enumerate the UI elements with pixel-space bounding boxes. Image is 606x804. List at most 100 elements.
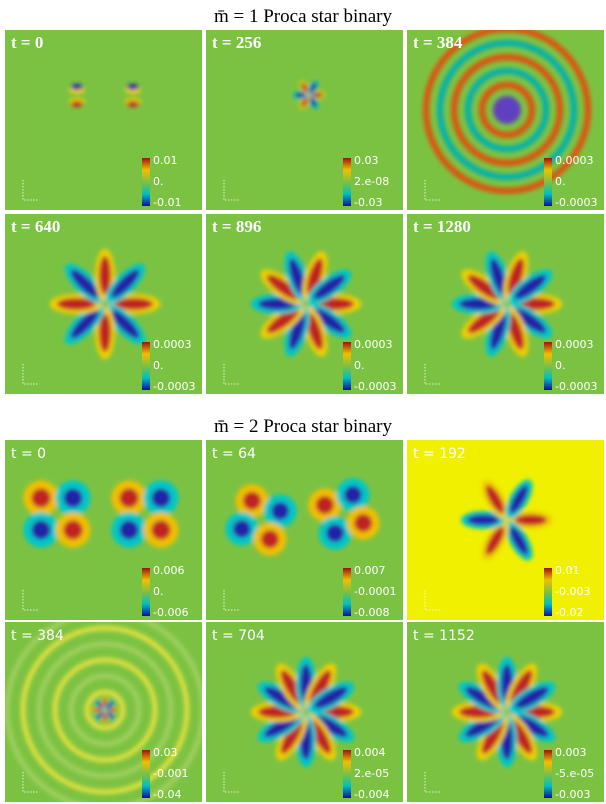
colorbar-label: 0.007 <box>354 564 386 577</box>
lobe <box>63 488 82 507</box>
colorbar-label: -0.001 <box>153 767 188 780</box>
colorbar-label: 0. <box>153 359 164 372</box>
page: {"sections": [ {"title": "m̄ = 1 Proca s… <box>0 0 606 804</box>
lobe <box>127 84 139 90</box>
lobe <box>119 488 138 507</box>
lobe <box>354 514 372 532</box>
colorbar <box>544 342 552 390</box>
colorbar-label: -0.008 <box>354 606 389 619</box>
background <box>206 214 403 394</box>
field-image: t = 384 0.03 -0.001 -0.04 <box>5 622 202 802</box>
colorbar-label: -0.0003 <box>354 380 396 393</box>
lobe <box>127 101 139 107</box>
field-image: t = 192 0.01 -0.003 -0.02 <box>407 440 604 620</box>
colorbar-label: -0.003 <box>555 585 590 598</box>
colorbar-label: -0.01 <box>153 196 181 209</box>
field-image: t = 2560.032.e-08-0.03 <box>206 30 403 210</box>
colorbar-label: 2.e-08 <box>354 175 389 188</box>
lobe <box>243 492 261 510</box>
colorbar-label: 0.03 <box>153 746 178 759</box>
field-image: t = 00.0060.-0.006 <box>5 440 202 620</box>
colorbar <box>343 158 351 206</box>
lobe <box>515 515 547 526</box>
colorbar-label: 0.0003 <box>153 338 192 351</box>
colorbar-label: 0.01 <box>153 154 178 167</box>
colorbar-label: -0.0003 <box>555 380 597 393</box>
colorbar-label: 0.004 <box>354 746 386 759</box>
lobe <box>271 502 289 520</box>
colorbar-label: 2.e-05 <box>354 767 389 780</box>
time-label: t = 704 <box>212 628 265 644</box>
time-label: t = 896 <box>212 217 261 236</box>
colorbar-label: 0. <box>354 359 365 372</box>
colorbar-label: 0. <box>555 175 566 188</box>
panel: t = 1280 0.0003 0. -0.0003 <box>407 214 604 394</box>
colorbar <box>343 342 351 390</box>
lobe <box>151 520 170 539</box>
lobe <box>151 488 170 507</box>
colorbar-label: -0.0003 <box>153 380 195 393</box>
colorbar-label: -5.e-05 <box>555 767 594 780</box>
colorbar-label: -0.003 <box>555 788 590 801</box>
colorbar <box>142 750 150 798</box>
colorbar <box>343 750 351 798</box>
colorbar-label: 0.0003 <box>555 154 594 167</box>
colorbar <box>544 750 552 798</box>
colorbar <box>544 568 552 616</box>
colorbar-label: 0. <box>555 359 566 372</box>
colorbar <box>142 568 150 616</box>
colorbar-label: 0. <box>153 585 164 598</box>
colorbar-label: 0.03 <box>354 154 379 167</box>
colorbar-label: -0.02 <box>555 606 583 619</box>
colorbar-label: -0.0001 <box>354 585 396 598</box>
colorbar-label: -0.004 <box>354 788 389 801</box>
colorbar-label: 0.0003 <box>354 338 393 351</box>
section-title: m̄ = 2 Proca star binary <box>0 416 606 438</box>
time-label: t = 640 <box>11 217 60 236</box>
lobe <box>119 520 138 539</box>
colorbar-label: -0.04 <box>153 788 181 801</box>
lobe <box>71 101 83 107</box>
lobe <box>493 96 521 124</box>
colorbar <box>343 568 351 616</box>
lobe <box>71 84 83 90</box>
colorbar-label: 0.006 <box>153 564 185 577</box>
time-label: t = 384 <box>413 33 463 52</box>
field-image: t = 704 0.004 2.e-05 -0.004 <box>206 622 403 802</box>
lobe <box>344 486 362 504</box>
panel: t = 0 0.01 0. -0.01 <box>5 30 202 210</box>
panel: t = 11520.003-5.e-05-0.003 <box>407 622 604 802</box>
colorbar <box>544 158 552 206</box>
colorbar <box>142 158 150 206</box>
colorbar-label: 0.01 <box>555 564 580 577</box>
time-label: t = 256 <box>212 33 261 52</box>
background <box>5 214 202 394</box>
colorbar-label: 0. <box>153 175 164 188</box>
panel: t = 384 0.03 -0.001 -0.04 <box>5 622 202 802</box>
time-label: t = 1152 <box>413 628 475 644</box>
field-image: t = 64 0.007 -0.0001 -0.008 <box>206 440 403 620</box>
field-image: t = 0 0.01 0. -0.01 <box>5 30 202 210</box>
time-label: t = 192 <box>413 446 466 462</box>
time-label: t = 64 <box>212 446 256 462</box>
time-label: t = 0 <box>11 33 43 52</box>
panel: t = 192 0.01 -0.003 -0.02 <box>407 440 604 620</box>
background <box>407 214 604 394</box>
time-label: t = 1280 <box>413 217 471 236</box>
lobe <box>31 488 50 507</box>
field-image: t = 640 0.0003 0. -0.0003 <box>5 214 202 394</box>
time-label: t = 384 <box>11 628 64 644</box>
panel: t = 64 0.007 -0.0001 -0.008 <box>206 440 403 620</box>
lobe <box>233 520 251 538</box>
lobe <box>467 515 499 526</box>
background <box>5 30 202 210</box>
colorbar-label: 0.0003 <box>555 338 594 351</box>
colorbar <box>142 342 150 390</box>
lobe <box>63 520 82 539</box>
field-image: t = 1280 0.0003 0. -0.0003 <box>407 214 604 394</box>
lobe <box>316 496 334 514</box>
